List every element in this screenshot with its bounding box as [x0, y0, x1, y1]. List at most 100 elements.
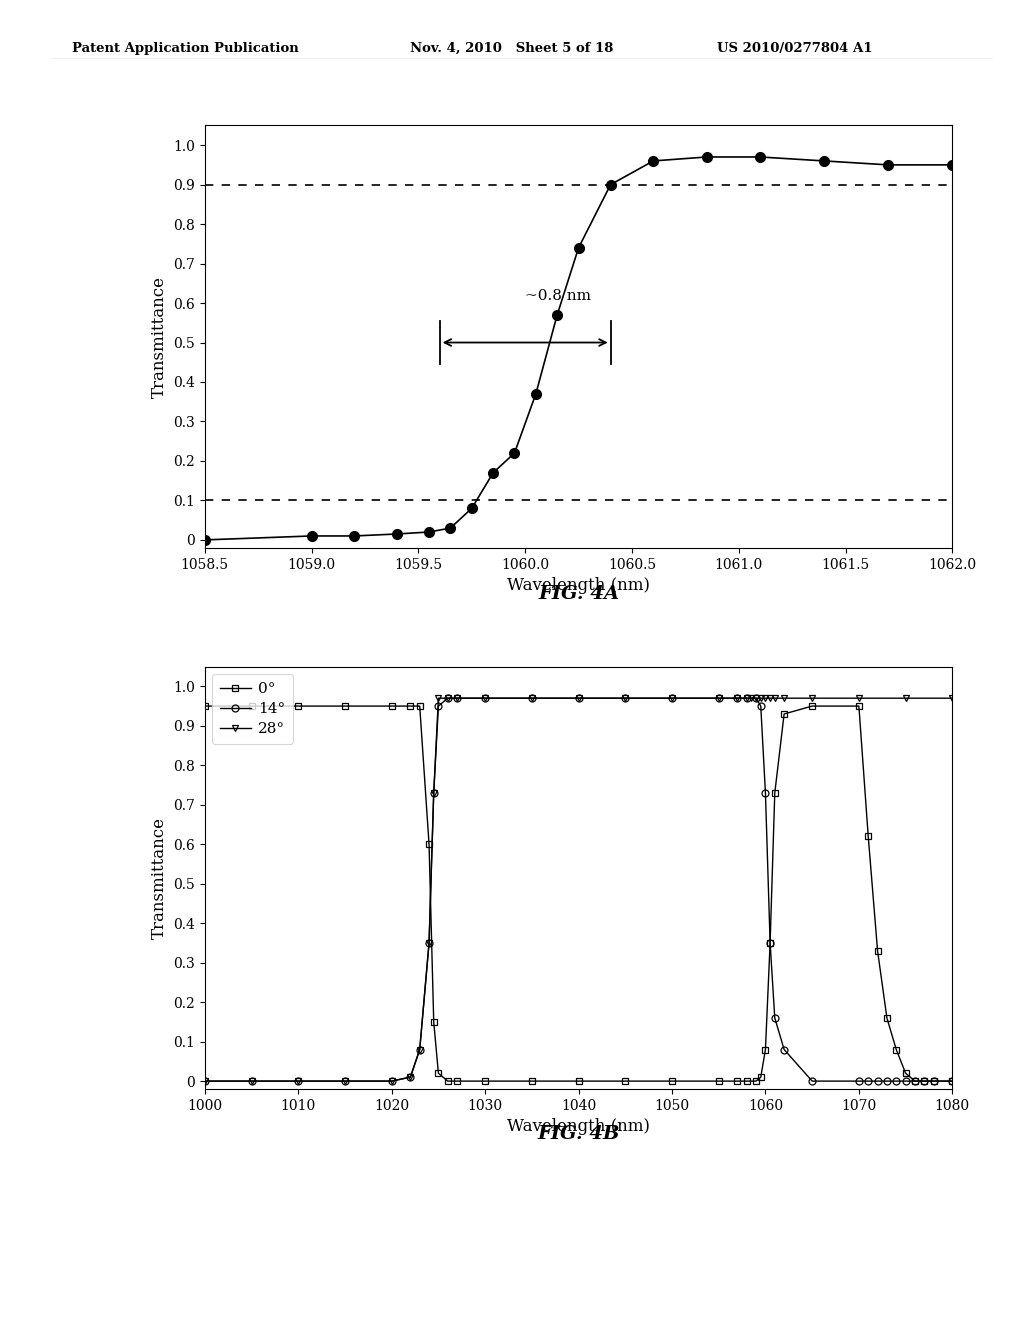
28° [339, 1073, 351, 1089]
14° [731, 690, 743, 706]
0° [385, 698, 397, 714]
Legend: 0°, 14°, 28°: 0°, 14°, 28° [212, 675, 293, 743]
0° [881, 1010, 893, 1026]
14° [246, 1073, 258, 1089]
0° [423, 837, 435, 853]
14° [740, 690, 753, 706]
X-axis label: Wavelength (nm): Wavelength (nm) [507, 577, 650, 594]
14° [919, 1073, 931, 1089]
0° [572, 1073, 585, 1089]
14° [451, 690, 463, 706]
Text: Patent Application Publication: Patent Application Publication [72, 42, 298, 55]
28° [764, 690, 776, 706]
14° [441, 690, 454, 706]
28° [750, 690, 762, 706]
28° [778, 690, 791, 706]
28° [620, 690, 632, 706]
0° [404, 698, 417, 714]
14° [432, 698, 444, 714]
28° [292, 1073, 304, 1089]
28° [404, 1069, 417, 1085]
14° [199, 1073, 211, 1089]
14° [755, 698, 767, 714]
14° [292, 1073, 304, 1089]
28° [946, 690, 958, 706]
X-axis label: Wavelength (nm): Wavelength (nm) [507, 1118, 650, 1135]
0° [750, 1073, 762, 1089]
14° [778, 1041, 791, 1057]
0° [862, 829, 874, 845]
14° [620, 690, 632, 706]
0° [199, 698, 211, 714]
Y-axis label: Transmittance: Transmittance [151, 817, 168, 939]
28° [806, 690, 818, 706]
14° [806, 1073, 818, 1089]
Line: 0°: 0° [202, 702, 955, 1085]
0° [778, 706, 791, 722]
0° [764, 935, 776, 950]
14° [890, 1073, 902, 1089]
0° [919, 1073, 931, 1089]
0° [479, 1073, 492, 1089]
28° [745, 690, 758, 706]
14° [414, 1041, 426, 1057]
0° [292, 698, 304, 714]
14° [525, 690, 538, 706]
0° [620, 1073, 632, 1089]
28° [385, 1073, 397, 1089]
14° [764, 935, 776, 950]
28° [759, 690, 771, 706]
14° [404, 1069, 417, 1085]
0° [759, 1041, 771, 1057]
0° [428, 1014, 440, 1030]
28° [731, 690, 743, 706]
28° [755, 690, 767, 706]
14° [713, 690, 725, 706]
0° [525, 1073, 538, 1089]
28° [199, 1073, 211, 1089]
14° [428, 785, 440, 801]
0° [339, 698, 351, 714]
28° [441, 690, 454, 706]
14° [871, 1073, 884, 1089]
0° [806, 698, 818, 714]
0° [755, 1069, 767, 1085]
14° [759, 785, 771, 801]
28° [479, 690, 492, 706]
28° [899, 690, 911, 706]
28° [853, 690, 865, 706]
0° [451, 1073, 463, 1089]
14° [479, 690, 492, 706]
0° [769, 785, 781, 801]
28° [525, 690, 538, 706]
28° [428, 785, 440, 801]
14° [899, 1073, 911, 1089]
0° [946, 1073, 958, 1089]
0° [899, 1065, 911, 1081]
0° [414, 698, 426, 714]
28° [740, 690, 753, 706]
28° [432, 690, 444, 706]
0° [666, 1073, 678, 1089]
14° [750, 690, 762, 706]
0° [246, 698, 258, 714]
Text: ~0.8 nm: ~0.8 nm [525, 289, 591, 304]
0° [890, 1041, 902, 1057]
28° [451, 690, 463, 706]
14° [946, 1073, 958, 1089]
28° [666, 690, 678, 706]
0° [928, 1073, 940, 1089]
28° [423, 935, 435, 950]
0° [908, 1073, 921, 1089]
0° [441, 1073, 454, 1089]
0° [731, 1073, 743, 1089]
14° [423, 935, 435, 950]
0° [853, 698, 865, 714]
14° [881, 1073, 893, 1089]
Y-axis label: Transmittance: Transmittance [151, 276, 168, 397]
Text: US 2010/0277804 A1: US 2010/0277804 A1 [717, 42, 872, 55]
28° [414, 1041, 426, 1057]
0° [713, 1073, 725, 1089]
14° [862, 1073, 874, 1089]
0° [871, 942, 884, 958]
